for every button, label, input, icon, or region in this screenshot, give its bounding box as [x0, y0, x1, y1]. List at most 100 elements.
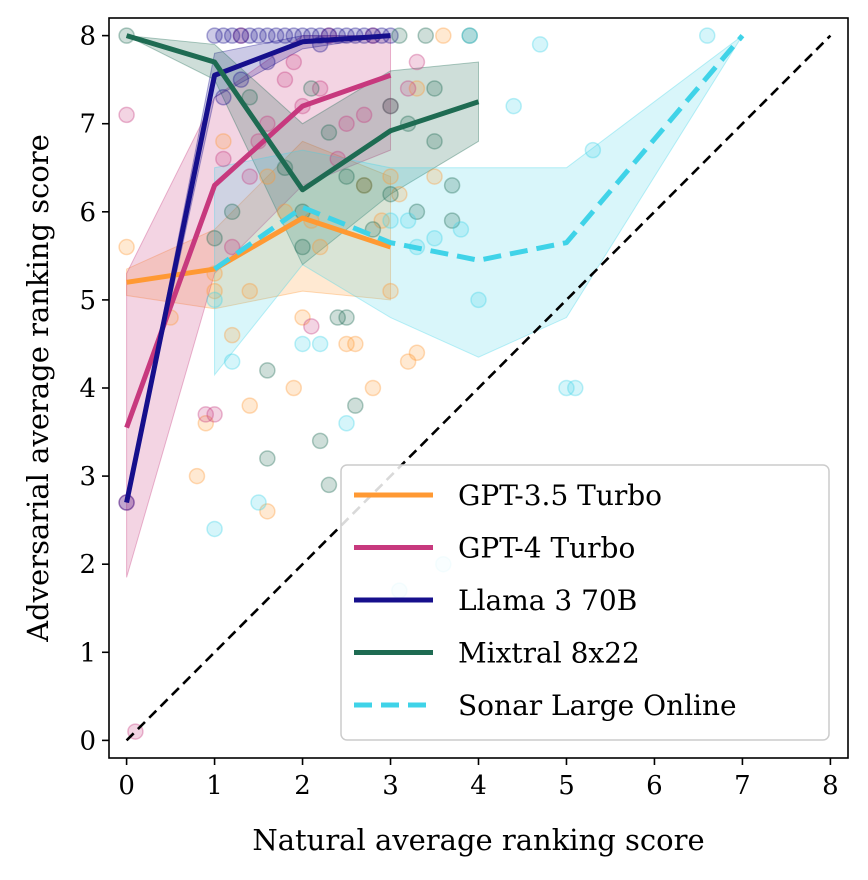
point-0-24 [391, 185, 408, 203]
point-0-16 [311, 238, 329, 256]
point-1-14 [311, 80, 329, 97]
point-4-3 [250, 494, 267, 511]
point-0-25 [399, 353, 417, 370]
reference-line [125, 34, 832, 742]
point-2-3 [223, 27, 241, 44]
x-tick-label-1: 1 [206, 771, 223, 801]
x-axis-title: Natural average ranking score [252, 823, 704, 857]
point-0-23 [382, 168, 399, 185]
point-2-1 [206, 27, 223, 44]
x-axis-ticks: 0 1 2 3 4 5 6 7 8 [118, 758, 839, 801]
point-3-5 [259, 450, 276, 467]
legend: GPT-3.5 Turbo GPT-4 Turbo Llama 3 70B Mixtr… [340, 464, 830, 741]
x-tick-label-8: 8 [822, 771, 839, 801]
point-2-22 [215, 89, 232, 106]
point-1-11 [285, 53, 302, 71]
point-4-16 [531, 36, 549, 53]
point-4-0 [206, 520, 223, 538]
point-4-15 [505, 97, 522, 115]
point-0-10 [259, 503, 276, 520]
y-tick-label-7: 7 [79, 110, 96, 140]
point-0-11 [259, 168, 276, 185]
point-2-9 [276, 27, 294, 44]
point-0-7 [223, 326, 241, 344]
point-4-6 [338, 414, 355, 432]
point-1-23 [232, 27, 250, 44]
legend-label-2: Llama 3 70B [458, 584, 637, 617]
point-0-29 [435, 27, 452, 44]
point-2-7 [259, 27, 276, 44]
point-4-4 [294, 335, 311, 353]
point-3-1 [206, 229, 223, 247]
point-3-11 [320, 476, 338, 494]
point-3-20 [382, 97, 399, 115]
point-4-18 [567, 379, 584, 397]
point-3-2 [223, 203, 241, 221]
y-tick-label-8: 8 [79, 22, 96, 52]
x-tick-label-4: 4 [470, 771, 487, 801]
point-0-19 [355, 177, 373, 194]
point-0-9 [241, 397, 259, 414]
series-line-0 [126, 215, 392, 285]
point-3-4 [259, 362, 276, 379]
point-2-4 [232, 27, 250, 44]
point-3-27 [417, 27, 434, 44]
x-tick-label-7: 7 [734, 771, 751, 801]
series-line-4 [213, 34, 745, 272]
point-4-8 [399, 212, 417, 229]
point-3-15 [338, 309, 355, 326]
band-4 [214, 35, 743, 377]
point-1-13 [303, 318, 320, 335]
point-0-5 [206, 282, 223, 300]
point-1-16 [338, 115, 355, 132]
point-1-5 [215, 150, 232, 168]
point-4-2 [223, 353, 241, 370]
point-0-14 [294, 309, 311, 326]
point-3-17 [355, 177, 373, 194]
point-4-7 [382, 212, 399, 229]
point-3-24 [426, 80, 443, 97]
point-4-14 [470, 291, 487, 309]
point-1-4 [206, 406, 223, 423]
y-tick-label-1: 1 [79, 638, 96, 668]
point-3-19 [382, 185, 399, 203]
point-1-20 [408, 53, 426, 71]
point-1-17 [355, 106, 373, 124]
point-2-6 [250, 27, 267, 44]
point-3-23 [426, 133, 443, 150]
point-1-6 [223, 238, 241, 256]
point-0-2 [188, 467, 206, 485]
point-4-19 [584, 141, 602, 159]
y-tick-label-5: 5 [79, 286, 96, 316]
series-line-1 [124, 72, 392, 429]
point-3-28 [461, 27, 478, 44]
legend-label-4: Sonar Large Online [458, 689, 737, 722]
point-0-17 [338, 335, 355, 353]
point-1-18 [382, 97, 399, 115]
point-2-23 [232, 71, 250, 88]
x-tick-label-6: 6 [646, 771, 663, 801]
point-1-7 [241, 168, 259, 185]
series-lines [124, 33, 745, 504]
point-0-27 [408, 80, 426, 97]
point-0-3 [197, 414, 215, 432]
point-4-12 [452, 221, 470, 238]
legend-label-1: GPT-4 Turbo [458, 532, 635, 565]
point-3-13 [329, 309, 346, 326]
point-3-22 [408, 203, 426, 221]
point-3-7 [294, 238, 311, 256]
point-3-14 [338, 168, 355, 185]
point-0-18 [347, 335, 364, 353]
point-2-5 [241, 27, 259, 44]
point-3-16 [347, 397, 364, 414]
point-3-3 [241, 89, 259, 106]
point-1-0 [118, 106, 135, 124]
point-0-0 [118, 238, 135, 256]
point-2-8 [267, 27, 285, 44]
point-4-17 [558, 379, 575, 397]
point-3-29 [391, 27, 408, 44]
y-tick-label-3: 3 [79, 462, 96, 492]
legend-label-3: Mixtral 8x22 [458, 637, 640, 670]
point-0-28 [426, 168, 443, 185]
point-2-2 [215, 27, 232, 44]
